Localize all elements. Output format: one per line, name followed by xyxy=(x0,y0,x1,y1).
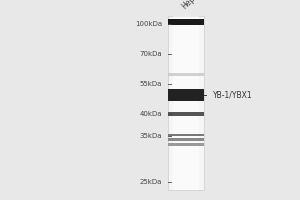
Bar xyxy=(168,112,204,116)
Bar xyxy=(168,143,204,146)
Text: 40kDa: 40kDa xyxy=(140,111,162,117)
Bar xyxy=(168,89,204,101)
Text: 70kDa: 70kDa xyxy=(140,51,162,57)
Bar xyxy=(168,134,204,136)
Bar xyxy=(168,73,204,76)
Bar xyxy=(168,19,204,25)
Bar xyxy=(168,16,204,190)
Text: HepG2: HepG2 xyxy=(180,0,204,11)
Bar xyxy=(173,16,199,190)
Text: 100kDa: 100kDa xyxy=(135,21,162,27)
Text: YB-1/YBX1: YB-1/YBX1 xyxy=(213,90,253,99)
Text: 35kDa: 35kDa xyxy=(140,133,162,139)
Bar xyxy=(168,138,204,141)
Text: 55kDa: 55kDa xyxy=(140,81,162,87)
Text: 25kDa: 25kDa xyxy=(140,179,162,185)
